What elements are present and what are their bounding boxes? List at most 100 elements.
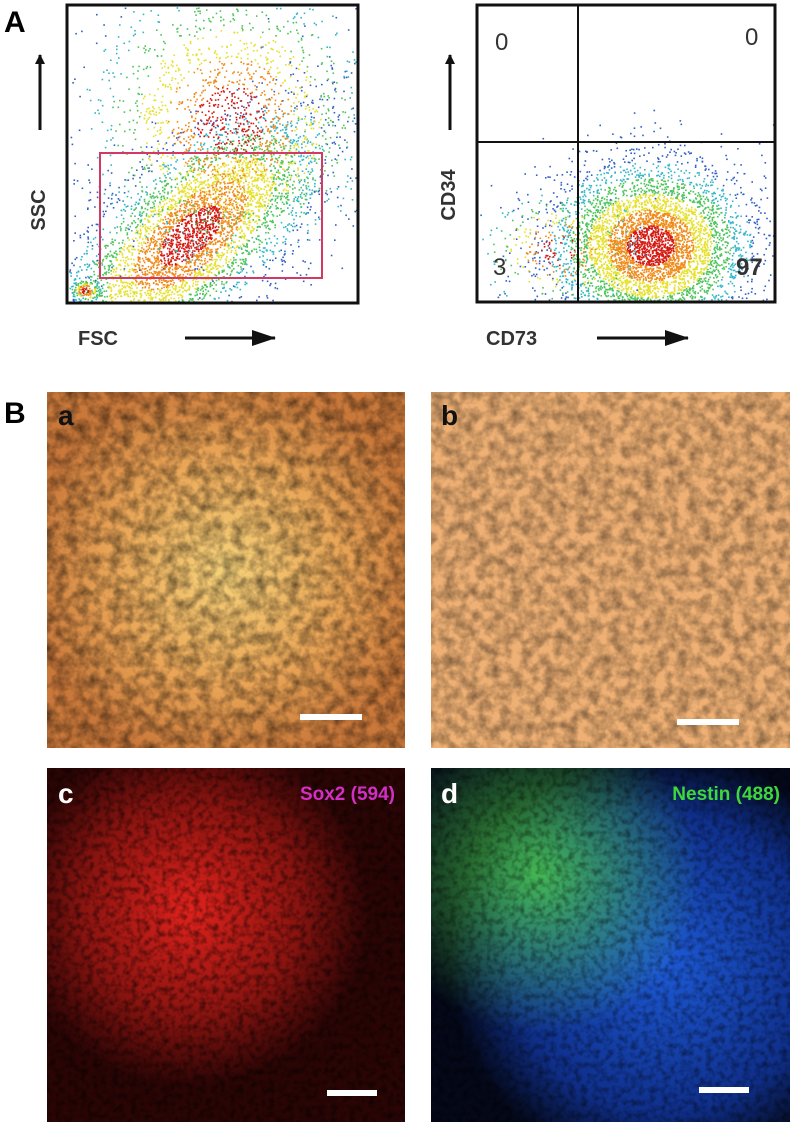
event-dot bbox=[160, 245, 162, 247]
event-dot bbox=[221, 189, 223, 191]
event-dot bbox=[179, 202, 181, 204]
event-dot bbox=[171, 291, 173, 293]
event-dot bbox=[149, 228, 151, 230]
event-dot bbox=[242, 195, 244, 197]
event-dot bbox=[225, 258, 227, 260]
event-dot bbox=[147, 209, 149, 211]
event-dot bbox=[139, 199, 141, 201]
event-dot bbox=[270, 61, 272, 63]
event-dot bbox=[165, 63, 167, 65]
event-dot bbox=[202, 129, 204, 131]
event-dot bbox=[303, 281, 305, 283]
event-dot bbox=[150, 299, 152, 301]
event-dot bbox=[342, 268, 344, 270]
event-dot bbox=[306, 124, 308, 126]
event-dot bbox=[264, 213, 266, 215]
event-dot bbox=[268, 203, 270, 205]
event-dot bbox=[215, 266, 217, 268]
event-dot bbox=[310, 141, 312, 143]
event-dot bbox=[187, 197, 189, 199]
event-dot bbox=[226, 123, 228, 125]
event-dot bbox=[247, 88, 249, 90]
event-dot bbox=[102, 300, 104, 302]
event-dot bbox=[135, 102, 137, 104]
event-dot bbox=[260, 174, 262, 176]
event-dot bbox=[287, 195, 289, 197]
event-dot bbox=[226, 173, 228, 175]
event-dot bbox=[165, 265, 167, 267]
event-dot bbox=[205, 224, 207, 226]
event-dot bbox=[178, 127, 180, 129]
event-dot bbox=[286, 197, 288, 199]
event-dot bbox=[326, 200, 328, 202]
event-dot bbox=[181, 256, 183, 258]
event-dot bbox=[193, 230, 195, 232]
event-dot bbox=[222, 230, 224, 232]
event-dot bbox=[255, 206, 257, 208]
event-dot bbox=[240, 245, 242, 247]
event-dot bbox=[144, 262, 146, 264]
event-dot bbox=[175, 209, 177, 211]
event-dot bbox=[213, 82, 215, 84]
event-dot bbox=[112, 239, 114, 241]
event-dot bbox=[181, 129, 183, 131]
event-dot bbox=[102, 105, 104, 107]
event-dot bbox=[105, 274, 107, 276]
event-dot bbox=[248, 121, 250, 123]
event-dot bbox=[218, 99, 220, 101]
event-dot bbox=[124, 243, 126, 245]
event-dot bbox=[200, 238, 202, 240]
event-dot bbox=[336, 82, 338, 84]
event-dot bbox=[210, 224, 212, 226]
event-dot bbox=[245, 137, 247, 139]
event-dot bbox=[307, 239, 309, 241]
event-dot bbox=[185, 222, 187, 224]
event-dot bbox=[140, 234, 142, 236]
event-dot bbox=[159, 273, 161, 275]
event-dot bbox=[214, 86, 216, 88]
event-dot bbox=[118, 198, 120, 200]
event-dot bbox=[163, 41, 165, 43]
event-dot bbox=[167, 109, 169, 111]
event-dot bbox=[121, 223, 123, 225]
event-dot bbox=[216, 183, 218, 185]
event-dot bbox=[171, 257, 173, 259]
event-dot bbox=[192, 299, 194, 301]
event-dot bbox=[177, 178, 179, 180]
event-dot bbox=[204, 164, 206, 166]
event-dot bbox=[155, 100, 157, 102]
event-dot bbox=[233, 190, 235, 192]
event-dot bbox=[241, 167, 243, 169]
event-dot bbox=[149, 283, 151, 285]
event-dot bbox=[228, 156, 230, 158]
event-dot bbox=[274, 227, 276, 229]
event-dot bbox=[250, 166, 252, 168]
event-dot bbox=[246, 176, 248, 178]
event-dot bbox=[290, 76, 292, 78]
event-dot bbox=[150, 293, 152, 295]
event-dot bbox=[182, 284, 184, 286]
event-dot bbox=[174, 267, 176, 269]
event-dot bbox=[283, 146, 285, 148]
event-dot bbox=[138, 218, 140, 220]
event-dot bbox=[226, 149, 228, 151]
event-dot bbox=[103, 71, 105, 73]
event-dot bbox=[293, 139, 295, 141]
event-dot bbox=[315, 223, 317, 225]
event-dot bbox=[240, 61, 242, 63]
event-dot bbox=[140, 225, 142, 227]
event-dot bbox=[273, 165, 275, 167]
event-dot bbox=[252, 200, 254, 202]
event-dot bbox=[173, 206, 175, 208]
event-dot bbox=[265, 57, 267, 59]
event-dot bbox=[202, 191, 204, 193]
event-dot bbox=[294, 107, 296, 109]
event-dot bbox=[198, 148, 200, 150]
event-dot bbox=[221, 193, 223, 195]
event-dot bbox=[220, 208, 222, 210]
event-dot bbox=[172, 269, 174, 271]
event-dot bbox=[157, 148, 159, 150]
event-dot bbox=[258, 219, 260, 221]
event-dot bbox=[341, 98, 343, 100]
event-dot bbox=[210, 285, 212, 287]
